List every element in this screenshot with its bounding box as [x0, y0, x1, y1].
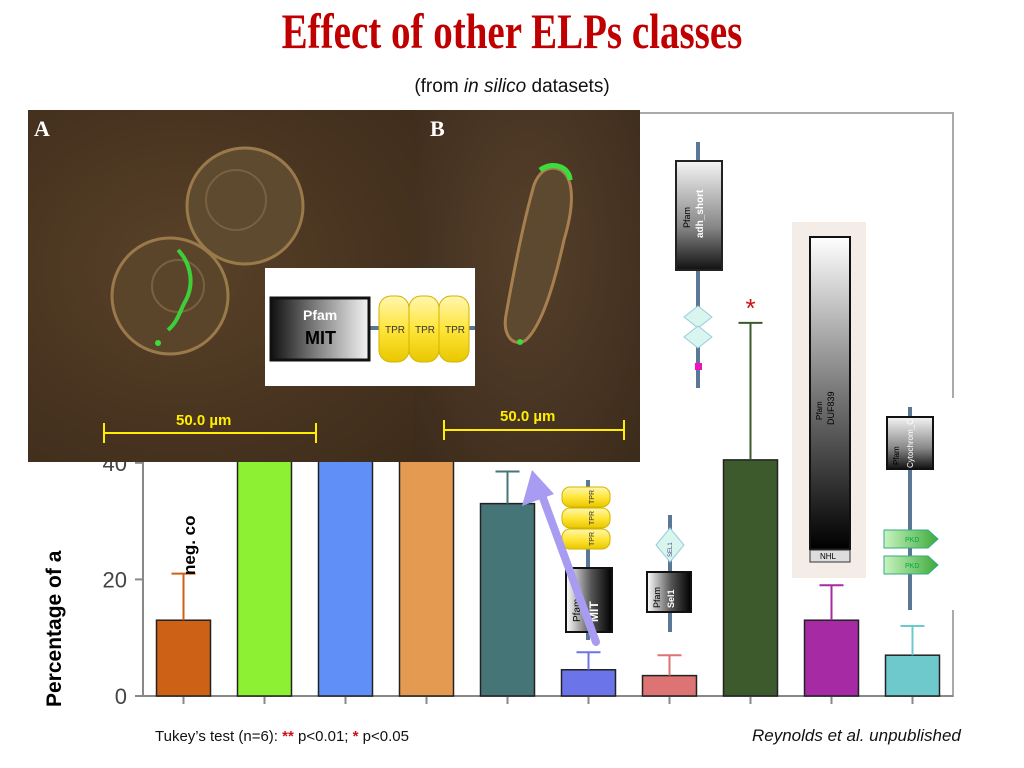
- pointer-arrow: [522, 470, 600, 646]
- green-signal-b: [538, 163, 573, 181]
- cell-upper-nucleus: [205, 169, 267, 231]
- sel1-repeat-b: [683, 325, 713, 349]
- nhl-box: [809, 549, 851, 563]
- sel1-domain-diagram: SEL1 Pfam Sel1: [640, 512, 702, 640]
- slide-subtitle: (from in silico datasets): [0, 76, 1024, 98]
- tukey-prefix: Tukey’s test (n=6):: [155, 728, 283, 745]
- significance-star: *: [745, 293, 755, 323]
- subtitle-italic: in silico: [463, 76, 527, 97]
- panel-a-letter: A: [34, 116, 50, 141]
- subtitle-prefix: (from: [414, 76, 464, 97]
- bar: [479, 502, 536, 697]
- mit-tpr-inset-drawing: Pfam MIT TPR TPR TPR: [269, 295, 475, 363]
- tukey-double-star: **: [282, 728, 294, 745]
- tpr-label-a: TPR: [589, 490, 596, 504]
- cyt-domain-box: [886, 416, 934, 470]
- green-signal-a: [166, 248, 193, 332]
- pkd-repeat-b: [883, 555, 939, 575]
- tukey-mid: p<0.01;: [293, 728, 353, 745]
- cyt-label-bottom: Cytochrom_C: [906, 419, 915, 468]
- mit-tpr-inset: Pfam MIT TPR TPR TPR: [265, 268, 475, 386]
- inset-tpr-label-b: TPR: [415, 325, 435, 336]
- bar: [641, 674, 698, 697]
- micrograph-panel-a: [28, 110, 414, 462]
- duf-label-top: Pfam: [815, 401, 824, 420]
- inset-label-top: Pfam: [303, 307, 337, 323]
- adh-label-top: Pfam: [682, 207, 692, 228]
- sel1-label-top: Pfam: [652, 587, 662, 608]
- duf-domain-box: [809, 236, 851, 550]
- tpr-repeat-b: [561, 507, 611, 529]
- domain-diagrams: Pfam adh_short Pfam DUF839 NHL Pfam Cyto…: [540, 142, 954, 650]
- y-tick-label: 0: [115, 684, 127, 709]
- inset-tpr-label-a: TPR: [385, 325, 405, 336]
- pkd-label-a: PKD: [905, 537, 919, 544]
- tpr-label-c: TPR: [589, 532, 596, 546]
- bar: [884, 654, 941, 697]
- cell-drawing-b: [503, 163, 573, 345]
- inset-mit-box: [269, 296, 371, 362]
- inset-tpr-c: [438, 295, 470, 363]
- sel1-repeat-label: SEL1: [668, 542, 674, 557]
- citation: Reynolds et al. unpublished: [752, 726, 961, 745]
- pkd-repeat-a: [883, 529, 939, 549]
- pkd-label-b: PKD: [905, 563, 919, 570]
- subtitle-suffix: datasets): [526, 76, 610, 97]
- slide-title: Effect of other ELPs classes: [281, 3, 743, 59]
- bar: [155, 619, 212, 697]
- sel1-repeat: [655, 527, 685, 563]
- y-tick-label: 20: [103, 567, 127, 592]
- panel-b-letter: B: [430, 116, 445, 141]
- adh-short-domain-diagram: Pfam adh_short: [675, 142, 723, 388]
- bar: [722, 459, 779, 697]
- nhl-label: NHL: [820, 552, 837, 561]
- tpr-repeat-a: [561, 486, 611, 508]
- pointer-arrow-shaft: [539, 494, 600, 646]
- green-dot-a: [155, 340, 161, 346]
- cytochrome-domain-diagram: Pfam Cytochrom_C PKD PKD: [872, 398, 954, 610]
- adh-label-bottom: adh_short: [695, 189, 706, 238]
- duf839-domain-diagram: Pfam DUF839 NHL: [792, 222, 866, 578]
- tukey-single-star: *: [352, 728, 359, 745]
- mit-tpr-domain-diagram: TPR TPR TPR Pfam MIT: [540, 480, 630, 650]
- sel1-label-bottom: Sel1: [666, 589, 676, 608]
- tukey-suffix: p<0.05: [358, 728, 409, 745]
- tpr-repeat-c: [561, 528, 611, 550]
- scale-bars: [103, 420, 625, 443]
- inset-tpr-label-c: TPR: [445, 325, 465, 336]
- green-dot-b: [517, 339, 523, 345]
- cell-elongated: [503, 166, 573, 344]
- chart-overlays: *: [522, 293, 756, 646]
- scale-label-b: 50.0 µm: [500, 408, 556, 425]
- cell-drawing-a: [110, 146, 305, 356]
- pointer-arrow-head: [522, 470, 554, 506]
- sel1-domain-box: [646, 571, 692, 613]
- adh-motif-marker: [695, 363, 702, 370]
- tukey-note: Tukey’s test (n=6): ** p<0.01; * p<0.05: [155, 728, 409, 745]
- adh-domain-box: [675, 160, 723, 271]
- scale-label-a: 50.0 µm: [176, 412, 232, 429]
- cyt-label-top: Pfam: [892, 446, 901, 465]
- tpr-label-b: TPR: [589, 511, 596, 525]
- bar: [803, 619, 860, 697]
- duf-label-bottom: DUF839: [826, 391, 836, 425]
- mit-label-top: Pfam: [572, 599, 583, 622]
- bar: [560, 669, 617, 697]
- inset-label-bottom: MIT: [305, 328, 336, 348]
- cell-lower: [110, 236, 230, 356]
